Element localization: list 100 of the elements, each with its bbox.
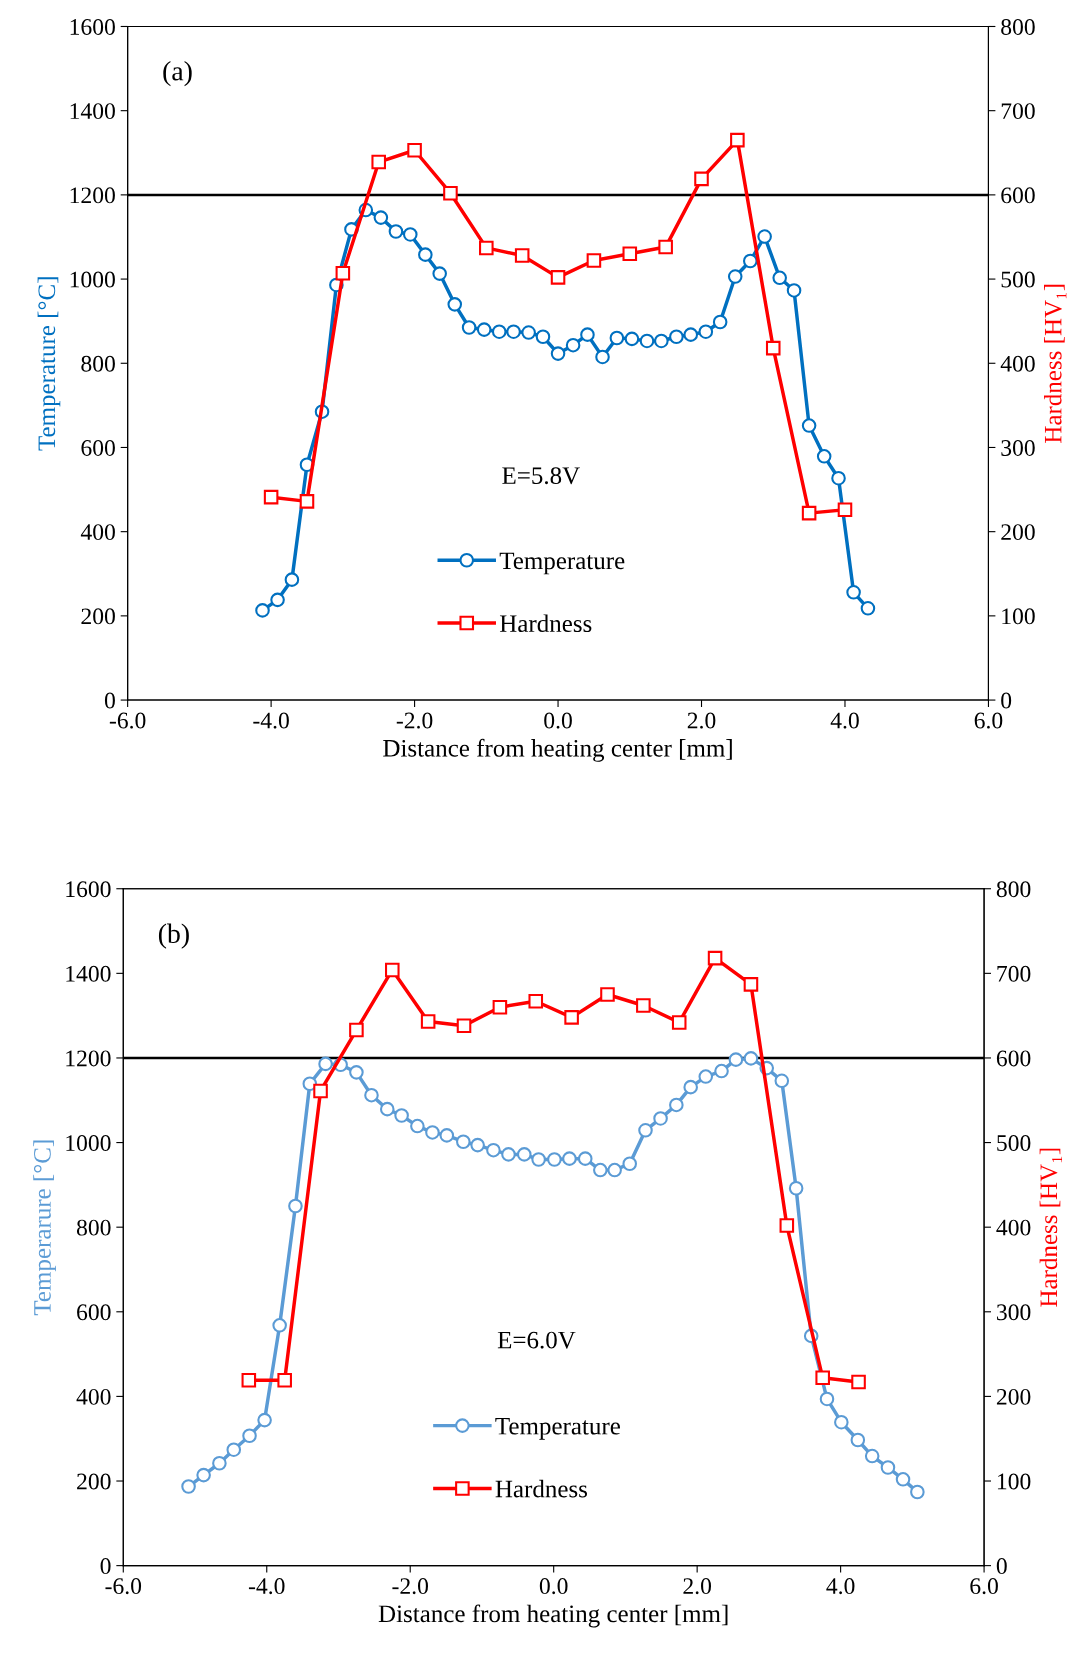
point (535, 329, 551, 345)
point (638, 1123, 653, 1138)
y2-tick-label: 300 (1001, 439, 1035, 456)
point (394, 1108, 409, 1123)
y2-tick-label: 200 (996, 1388, 1031, 1405)
point (516, 1147, 532, 1162)
point (743, 253, 758, 269)
point (815, 1370, 830, 1386)
point (425, 1125, 440, 1140)
point (318, 1056, 333, 1072)
point (772, 270, 787, 286)
point (313, 1083, 328, 1099)
y-tick-label: 800 (81, 355, 115, 372)
point (506, 324, 521, 339)
point (242, 1428, 257, 1444)
point (255, 603, 270, 618)
y2-tick-label: 600 (996, 1050, 1031, 1067)
point (622, 1156, 638, 1172)
point (521, 325, 536, 340)
point (562, 1151, 577, 1166)
point (728, 1052, 744, 1067)
point (439, 1128, 455, 1143)
point (671, 1015, 687, 1030)
x-tick-label: 0.0 (544, 712, 572, 729)
point (653, 1111, 668, 1126)
annotation: E=5.8V (502, 467, 580, 485)
point (880, 1460, 896, 1475)
x-tick-label: -6.0 (105, 1578, 142, 1595)
y2-tick-label: 800 (1001, 18, 1035, 35)
y-axis-title: Temperarure [°C] (33, 1140, 56, 1316)
point (834, 1414, 849, 1430)
point (528, 993, 544, 1009)
point (371, 154, 386, 170)
point (461, 320, 477, 335)
point (864, 1448, 880, 1464)
y-tick-label: 400 (76, 1388, 111, 1405)
point (565, 337, 581, 353)
y-tick-label: 200 (81, 608, 115, 625)
point (669, 329, 684, 345)
y2-tick-label: 0 (1001, 692, 1012, 709)
point (288, 1198, 303, 1214)
y2-tick-label: 0 (996, 1558, 1007, 1575)
point (831, 470, 846, 486)
point (456, 1134, 471, 1150)
point (694, 171, 709, 187)
point (765, 340, 781, 356)
y-tick-label: 1200 (70, 187, 115, 204)
legend-label: Hardness (499, 614, 592, 633)
point (407, 142, 422, 158)
point (514, 248, 530, 263)
x-tick-label: 6.0 (974, 712, 1003, 729)
point (335, 265, 351, 281)
x-tick-label: 4.0 (826, 1578, 855, 1595)
point (743, 977, 759, 992)
point (181, 1479, 196, 1494)
point (860, 601, 876, 616)
y-tick-label: 1400 (66, 965, 111, 982)
y-axis-title: Temperature [°C] (37, 277, 61, 451)
point (757, 229, 772, 244)
point (622, 246, 638, 262)
y2-tick-label: 100 (997, 1473, 1031, 1490)
point (639, 333, 655, 349)
point (212, 1455, 227, 1471)
point (786, 283, 802, 298)
point (698, 1069, 714, 1084)
y2-tick-label: 600 (1001, 187, 1035, 204)
point (550, 270, 566, 285)
point (683, 327, 699, 342)
point (299, 494, 315, 509)
point (595, 349, 610, 365)
x-tick-label: -2.0 (392, 1578, 428, 1595)
point (410, 1118, 425, 1134)
point (683, 1079, 698, 1095)
point (600, 987, 615, 1002)
y-tick-label: 600 (81, 439, 115, 456)
y-tick-label: 1000 (66, 1135, 111, 1151)
point (349, 1065, 364, 1080)
point (779, 1218, 795, 1233)
x-tick-label: 6.0 (970, 1578, 998, 1595)
point (364, 1087, 379, 1103)
y2-tick-label: 400 (1000, 355, 1035, 372)
point (373, 210, 389, 225)
point (257, 1412, 272, 1428)
y2-tick-label: 500 (1001, 271, 1035, 288)
x-tick-label: 0.0 (539, 1578, 568, 1595)
point (636, 998, 651, 1013)
annotation: (a) (163, 61, 192, 87)
y2-tick-label: 400 (996, 1219, 1031, 1236)
x-tick-label: -2.0 (396, 712, 433, 729)
point (277, 1373, 292, 1388)
point (819, 1391, 835, 1407)
y2-axis-title: Hardness [HV₁] (1044, 284, 1067, 443)
y2-tick-label: 800 (996, 881, 1031, 898)
point (226, 1442, 242, 1457)
y-tick-label: 1000 (70, 271, 115, 288)
point (492, 999, 508, 1015)
y-tick-label: 1600 (66, 881, 111, 898)
point (850, 1432, 866, 1448)
point (593, 1162, 608, 1178)
legend-label: Temperature (499, 552, 625, 575)
